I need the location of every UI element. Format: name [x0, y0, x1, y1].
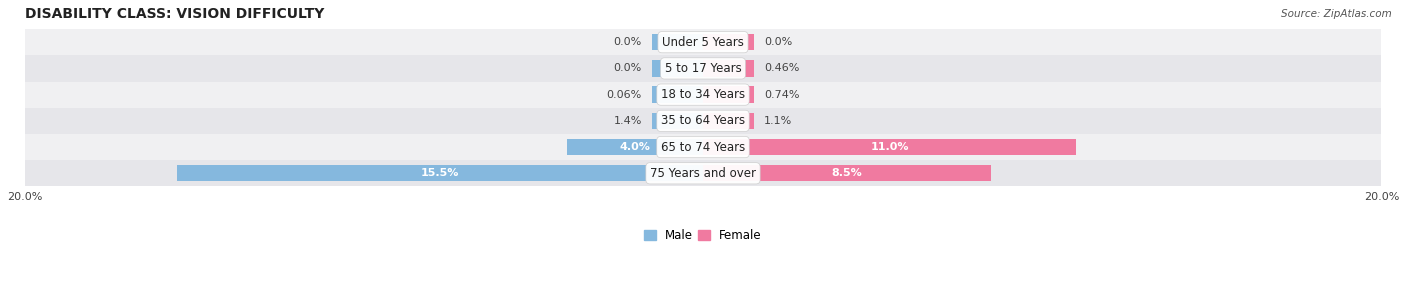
Bar [703, 87, 754, 103]
Bar [703, 165, 991, 181]
Text: Under 5 Years: Under 5 Years [662, 36, 744, 49]
Text: 0.06%: 0.06% [607, 90, 643, 100]
Text: 0.0%: 0.0% [763, 37, 793, 47]
Text: 75 Years and over: 75 Years and over [650, 167, 756, 180]
Bar [703, 34, 754, 50]
Text: 11.0%: 11.0% [870, 142, 908, 152]
Bar [568, 139, 703, 155]
Text: Source: ZipAtlas.com: Source: ZipAtlas.com [1281, 9, 1392, 19]
Text: 1.4%: 1.4% [613, 116, 643, 126]
Legend: Male, Female: Male, Female [640, 224, 766, 247]
Bar [652, 113, 703, 129]
Text: 5 to 17 Years: 5 to 17 Years [665, 62, 741, 75]
Text: 35 to 64 Years: 35 to 64 Years [661, 114, 745, 127]
Bar [25, 81, 1381, 108]
Text: 1.1%: 1.1% [763, 116, 793, 126]
Text: 0.46%: 0.46% [763, 64, 800, 73]
Text: DISABILITY CLASS: VISION DIFFICULTY: DISABILITY CLASS: VISION DIFFICULTY [25, 7, 323, 21]
Text: 0.74%: 0.74% [763, 90, 800, 100]
Text: 8.5%: 8.5% [832, 168, 862, 178]
Bar [25, 108, 1381, 134]
Bar [25, 55, 1381, 81]
Text: 0.0%: 0.0% [613, 37, 643, 47]
Text: 15.5%: 15.5% [420, 168, 460, 178]
Text: 4.0%: 4.0% [620, 142, 651, 152]
Bar [25, 29, 1381, 55]
Text: 65 to 74 Years: 65 to 74 Years [661, 140, 745, 154]
Bar [703, 60, 754, 77]
Bar [177, 165, 703, 181]
Text: 0.0%: 0.0% [613, 64, 643, 73]
Bar [25, 134, 1381, 160]
Text: 18 to 34 Years: 18 to 34 Years [661, 88, 745, 101]
Bar [703, 139, 1076, 155]
Bar [652, 34, 703, 50]
Bar [703, 113, 754, 129]
Bar [25, 160, 1381, 186]
Bar [652, 87, 703, 103]
Bar [652, 60, 703, 77]
